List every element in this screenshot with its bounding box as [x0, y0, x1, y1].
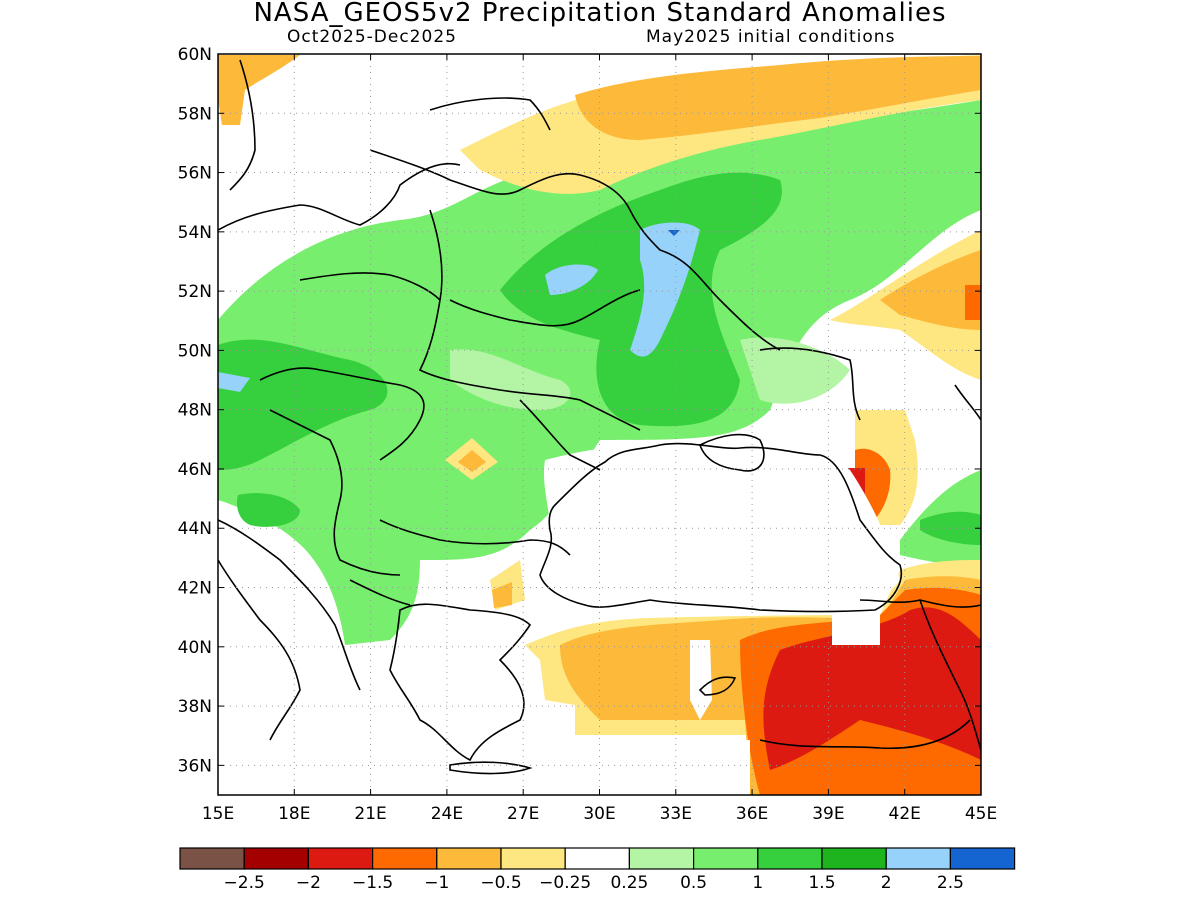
border-3	[299, 272, 441, 301]
baltic-coast	[218, 162, 461, 231]
colorbar-swatch	[757, 847, 823, 870]
colorbar-label: 0.25	[610, 873, 648, 893]
white-hole-turkey	[690, 640, 712, 720]
lat-tick-label: 52N	[178, 282, 212, 302]
lon-tick-label: 33E	[660, 804, 692, 824]
colorbar-label: 2.5	[937, 873, 964, 893]
colorbar-label: −0.25	[539, 873, 591, 893]
colorbar-swatch	[372, 847, 438, 870]
green-area-balkan	[236, 493, 300, 527]
orange-ne	[880, 250, 981, 330]
latitude-axis: 60N 58N 56N 54N 52N 50N 48N 46N 44N 42N 40N 38N 36N	[178, 45, 981, 776]
blue-area-3	[218, 372, 250, 392]
border-2	[418, 209, 641, 431]
border-8	[379, 519, 571, 556]
lat-tick-label: 36N	[178, 756, 212, 776]
cyprus	[698, 676, 737, 696]
lon-tick-label: 18E	[278, 804, 310, 824]
colorbar-label: −2.5	[224, 873, 265, 893]
lon-tick-label: 21E	[354, 804, 386, 824]
coastlines-borders	[218, 59, 981, 775]
map-title: NASA_GEOS5v2 Precipitation Standard Anom…	[253, 0, 947, 28]
colorbar-swatch	[628, 847, 695, 870]
border-1	[369, 149, 781, 351]
colorbar-label: −2	[296, 873, 321, 893]
colorbar-swatch	[692, 847, 759, 870]
lat-tick-label: 38N	[178, 697, 212, 717]
colorbar-swatch	[949, 847, 1016, 870]
lat-tick-label: 48N	[178, 401, 212, 421]
border-7	[519, 399, 601, 471]
colorbar-label: −1.5	[352, 873, 393, 893]
colorbar-swatch	[821, 847, 887, 870]
lat-tick-label: 54N	[178, 223, 212, 243]
colorbar-label: 0.5	[680, 873, 707, 893]
orange-romania	[458, 450, 486, 472]
orange-nw-corner	[218, 55, 300, 125]
black-sea-coast	[539, 442, 902, 613]
lon-tick-label: 15E	[202, 804, 234, 824]
gulf-finland	[429, 97, 551, 131]
border-10	[759, 347, 861, 421]
colorbar-label: −1	[424, 873, 449, 893]
forecast-period: Oct2025-Dec2025	[287, 27, 457, 47]
colorbar-swatch	[307, 847, 374, 870]
lon-tick-label: 24E	[431, 804, 463, 824]
colorbar-label: 2	[881, 873, 892, 893]
border-5	[269, 409, 401, 576]
lon-tick-label: 36E	[736, 804, 768, 824]
border-6	[449, 289, 641, 327]
colorbar-label: −0.5	[480, 873, 521, 893]
light-green-area-2	[740, 337, 850, 404]
italy-coast	[218, 559, 301, 741]
green-area-west	[218, 339, 388, 470]
red-turkey	[763, 607, 981, 770]
colorbar-swatch	[243, 847, 309, 870]
lon-tick-label: 27E	[507, 804, 539, 824]
lat-tick-label: 46N	[178, 460, 212, 480]
lon-tick-label: 39E	[812, 804, 844, 824]
border-13	[919, 599, 981, 751]
blue-area-1	[630, 222, 700, 357]
black-sea-white	[543, 443, 900, 613]
blue-dot	[668, 230, 680, 236]
lat-tick-label: 40N	[178, 638, 212, 658]
orange-bulgaria	[492, 582, 512, 608]
colorbar: −2.5 −2 −1.5 −1 −0.5 −0.25 0.25 0.5 1 1.5 2 2.5	[179, 847, 1016, 893]
lat-tick-label: 60N	[178, 45, 212, 65]
lon-tick-label: 45E	[965, 804, 997, 824]
colorbar-label: 1.5	[808, 873, 835, 893]
orange-band-north	[575, 56, 981, 140]
colorbar-swatch	[885, 847, 952, 870]
sweden-coast	[229, 59, 256, 191]
longitude-axis: 15E 18E 21E 24E 27E 30E 33E 36E 39E 42E 45E	[202, 54, 997, 824]
blue-area-2	[545, 264, 598, 295]
lat-tick-label: 42N	[178, 579, 212, 599]
colorbar-swatch	[179, 847, 245, 870]
adriatic-coast	[218, 519, 361, 691]
lat-tick-label: 56N	[178, 164, 212, 184]
azov-coast	[699, 433, 765, 472]
colorbar-swatch	[436, 847, 502, 870]
caspian-coast	[954, 384, 981, 421]
green-area-dark	[500, 172, 782, 427]
lat-tick-label: 50N	[178, 341, 212, 361]
crete	[449, 761, 533, 775]
mediterranean-white	[218, 560, 750, 795]
border-12	[759, 719, 971, 750]
border-4	[259, 367, 425, 461]
red-ne-spot	[965, 285, 981, 320]
colorbar-swatch	[564, 847, 631, 870]
initial-conditions: May2025 initial conditions	[646, 27, 896, 47]
colorbar-swatch	[500, 847, 566, 870]
lat-tick-label: 44N	[178, 519, 212, 539]
border-9	[349, 579, 411, 606]
colorbar-label: 1	[752, 873, 763, 893]
lat-tick-label: 58N	[178, 104, 212, 124]
lon-tick-label: 42E	[889, 804, 921, 824]
lon-tick-label: 30E	[583, 804, 615, 824]
white-hole-turkey-2	[832, 615, 880, 645]
aegean-coast	[389, 603, 532, 762]
